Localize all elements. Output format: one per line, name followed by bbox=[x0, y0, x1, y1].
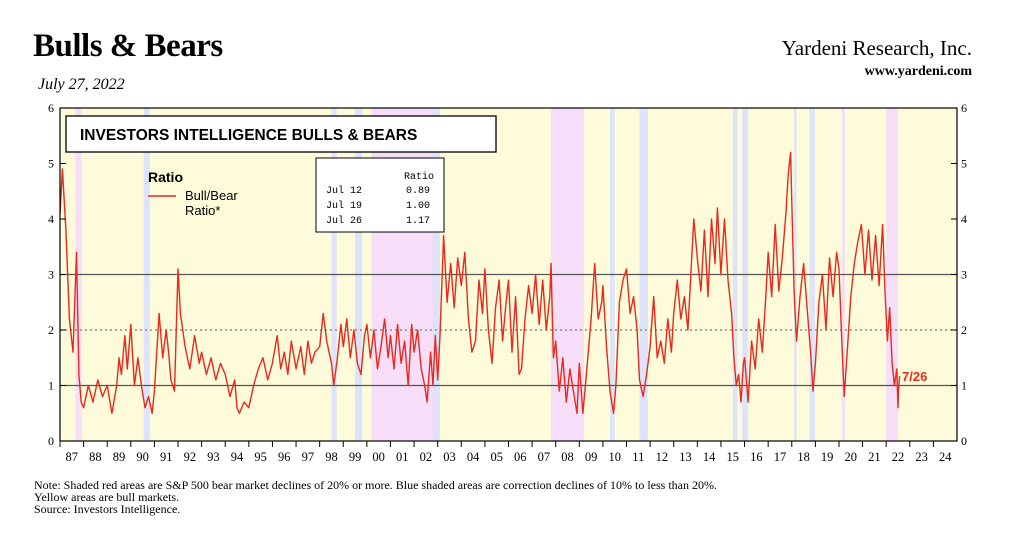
x-tick-label: 24 bbox=[939, 450, 952, 464]
x-tick-label: 18 bbox=[797, 450, 810, 464]
x-tick-label: 98 bbox=[325, 450, 338, 464]
ratio-table-row: Jul 19 1.00 bbox=[326, 200, 430, 212]
ratio-table-header: Ratio bbox=[404, 171, 434, 183]
x-tick-label: 02 bbox=[420, 450, 433, 464]
y-tick-label-right: 4 bbox=[961, 212, 967, 226]
x-tick-label: 88 bbox=[89, 450, 102, 464]
legend-label-2: Ratio* bbox=[185, 203, 220, 218]
ratio-table-box bbox=[315, 157, 445, 233]
x-tick-label: 87 bbox=[66, 450, 79, 464]
ratio-table-date: Jul 26 bbox=[326, 215, 362, 227]
x-tick-label: 01 bbox=[396, 450, 409, 464]
ratio-table-row: Jul 12 0.89 bbox=[326, 185, 430, 197]
x-tick-label: 91 bbox=[160, 450, 173, 464]
axes: 0 01 12 23 34 45 56 687 88 89 90 91 92 93 94 95 96 97 98 99… bbox=[48, 101, 967, 464]
latest-value-label: 7/26 bbox=[902, 369, 927, 384]
footnote-bull: Yellow areas are bull markets. bbox=[34, 490, 180, 504]
x-tick-label: 94 bbox=[231, 450, 244, 464]
ratio-table-value: 0.89 bbox=[406, 186, 430, 197]
chart-title: INVESTORS INTELLIGENCE BULLS & BEARS bbox=[80, 127, 417, 144]
x-tick-label: 12 bbox=[656, 450, 669, 464]
x-tick-label: 08 bbox=[561, 450, 574, 464]
x-tick-label: 14 bbox=[703, 450, 716, 464]
x-tick-label: 06 bbox=[514, 450, 527, 464]
x-tick-label: 20 bbox=[845, 450, 858, 464]
y-tick-label-left: 0 bbox=[48, 434, 54, 448]
y-tick-label-left: 2 bbox=[48, 323, 54, 337]
ratio-table-date: Jul 12 bbox=[326, 185, 362, 197]
ratio-table-row: Jul 26 1.17 bbox=[326, 215, 430, 227]
reference-lines bbox=[60, 273, 957, 387]
x-tick-label: 00 bbox=[372, 450, 385, 464]
x-tick-label: 09 bbox=[585, 450, 598, 464]
y-tick-label-right: 3 bbox=[961, 268, 967, 282]
bull-bear-ratio-line bbox=[59, 151, 901, 414]
chart-title-box bbox=[65, 115, 497, 153]
y-tick-label-right: 0 bbox=[961, 434, 967, 448]
legend-heading: Ratio bbox=[148, 169, 183, 185]
report-date: July 27, 2022 bbox=[38, 76, 125, 93]
ratio-table-value: 1.00 bbox=[406, 201, 430, 212]
footnote-bear-correction: Note: Shaded red areas are S&P 500 bear … bbox=[34, 478, 717, 492]
y-tick-label-left: 6 bbox=[48, 101, 54, 115]
y-tick-label-right: 1 bbox=[961, 379, 967, 393]
page-title: Bulls & Bears bbox=[33, 28, 223, 64]
x-tick-label: 07 bbox=[538, 450, 551, 464]
y-tick-label-left: 4 bbox=[48, 212, 54, 226]
y-tick-label-left: 5 bbox=[48, 157, 54, 171]
x-tick-label: 19 bbox=[821, 450, 834, 464]
x-tick-label: 93 bbox=[207, 450, 220, 464]
brand-name: Yardeni Research, Inc. bbox=[781, 36, 972, 60]
x-tick-label: 89 bbox=[113, 450, 126, 464]
x-tick-label: 03 bbox=[443, 450, 456, 464]
x-tick-label: 17 bbox=[774, 450, 787, 464]
brand-url[interactable]: www.yardeni.com bbox=[864, 64, 972, 79]
y-tick-label-left: 3 bbox=[48, 268, 54, 282]
x-tick-label: 97 bbox=[302, 450, 315, 464]
x-tick-label: 90 bbox=[136, 450, 149, 464]
x-tick-label: 15 bbox=[727, 450, 740, 464]
x-tick-label: 92 bbox=[184, 450, 197, 464]
ratio-table-value: 1.17 bbox=[406, 216, 430, 227]
x-tick-label: 05 bbox=[490, 450, 503, 464]
x-tick-label: 04 bbox=[467, 450, 480, 464]
x-tick-label: 95 bbox=[254, 450, 267, 464]
footnotes: Note: Shaded red areas are S&P 500 bear … bbox=[34, 479, 717, 515]
x-tick-label: 96 bbox=[278, 450, 291, 464]
legend-label-1: Bull/Bear bbox=[185, 188, 238, 203]
x-tick-label: 99 bbox=[349, 450, 362, 464]
footnote-source: Source: Investors Intelligence. bbox=[34, 502, 181, 516]
y-tick-label-right: 6 bbox=[961, 101, 967, 115]
x-tick-label: 21 bbox=[868, 450, 881, 464]
ratio-table-date: Jul 19 bbox=[326, 200, 362, 212]
y-tick-label-right: 5 bbox=[961, 157, 967, 171]
x-tick-label: 10 bbox=[608, 450, 621, 464]
x-tick-label: 22 bbox=[892, 450, 905, 464]
x-tick-label: 13 bbox=[679, 450, 692, 464]
x-tick-label: 16 bbox=[750, 450, 763, 464]
y-tick-label-left: 1 bbox=[48, 379, 54, 393]
y-tick-label-right: 2 bbox=[961, 323, 967, 337]
x-tick-label: 23 bbox=[915, 450, 928, 464]
x-tick-label: 11 bbox=[632, 450, 644, 464]
